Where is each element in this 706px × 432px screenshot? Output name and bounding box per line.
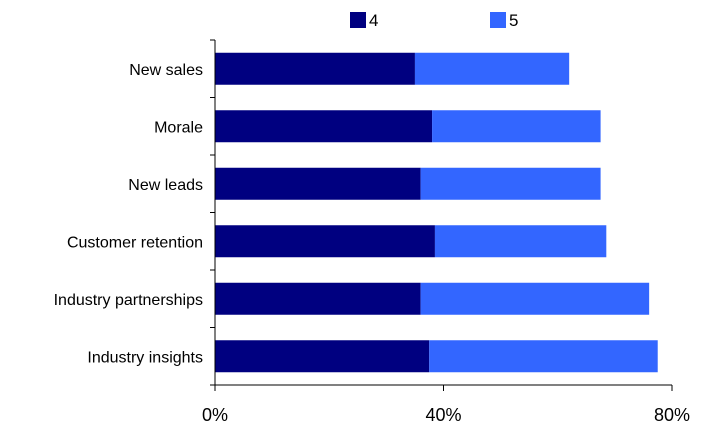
category-label: New leads: [128, 177, 203, 194]
bar-new-leads-series-4: [215, 167, 421, 200]
bar-industry-partnerships-series-5: [420, 282, 650, 315]
labels-group: New sales Morale New leads Customer retenti…: [54, 62, 204, 367]
axes-group: 0% 40% 80%: [202, 39, 690, 425]
legend-swatch-series-4: [350, 12, 366, 28]
bar-industry-insights-series-5: [429, 340, 658, 373]
category-label: Industry insights: [87, 349, 203, 366]
legend-label-series-5: 5: [509, 11, 518, 30]
bar-morale-series-4: [215, 110, 433, 143]
x-tick-label: 0%: [202, 405, 228, 425]
legend-label-series-4: 4: [369, 11, 378, 30]
category-label: New sales: [129, 62, 203, 79]
category-label: Customer retention: [67, 234, 203, 251]
bars-group: [215, 52, 658, 373]
bar-new-leads-series-5: [420, 167, 601, 200]
x-tick-label: 40%: [425, 405, 461, 425]
bar-customer-retention-series-4: [215, 225, 435, 258]
x-tick-label: 80%: [654, 405, 690, 425]
category-label: Industry partnerships: [54, 292, 203, 309]
bar-new-sales-series-5: [414, 52, 570, 85]
category-label: Morale: [154, 119, 203, 136]
bar-morale-series-5: [432, 110, 601, 143]
bar-industry-insights-series-4: [215, 340, 430, 373]
legend-swatch-series-5: [490, 12, 506, 28]
bar-industry-partnerships-series-4: [215, 282, 421, 315]
bar-new-sales-series-4: [215, 52, 415, 85]
bar-customer-retention-series-5: [434, 225, 607, 258]
